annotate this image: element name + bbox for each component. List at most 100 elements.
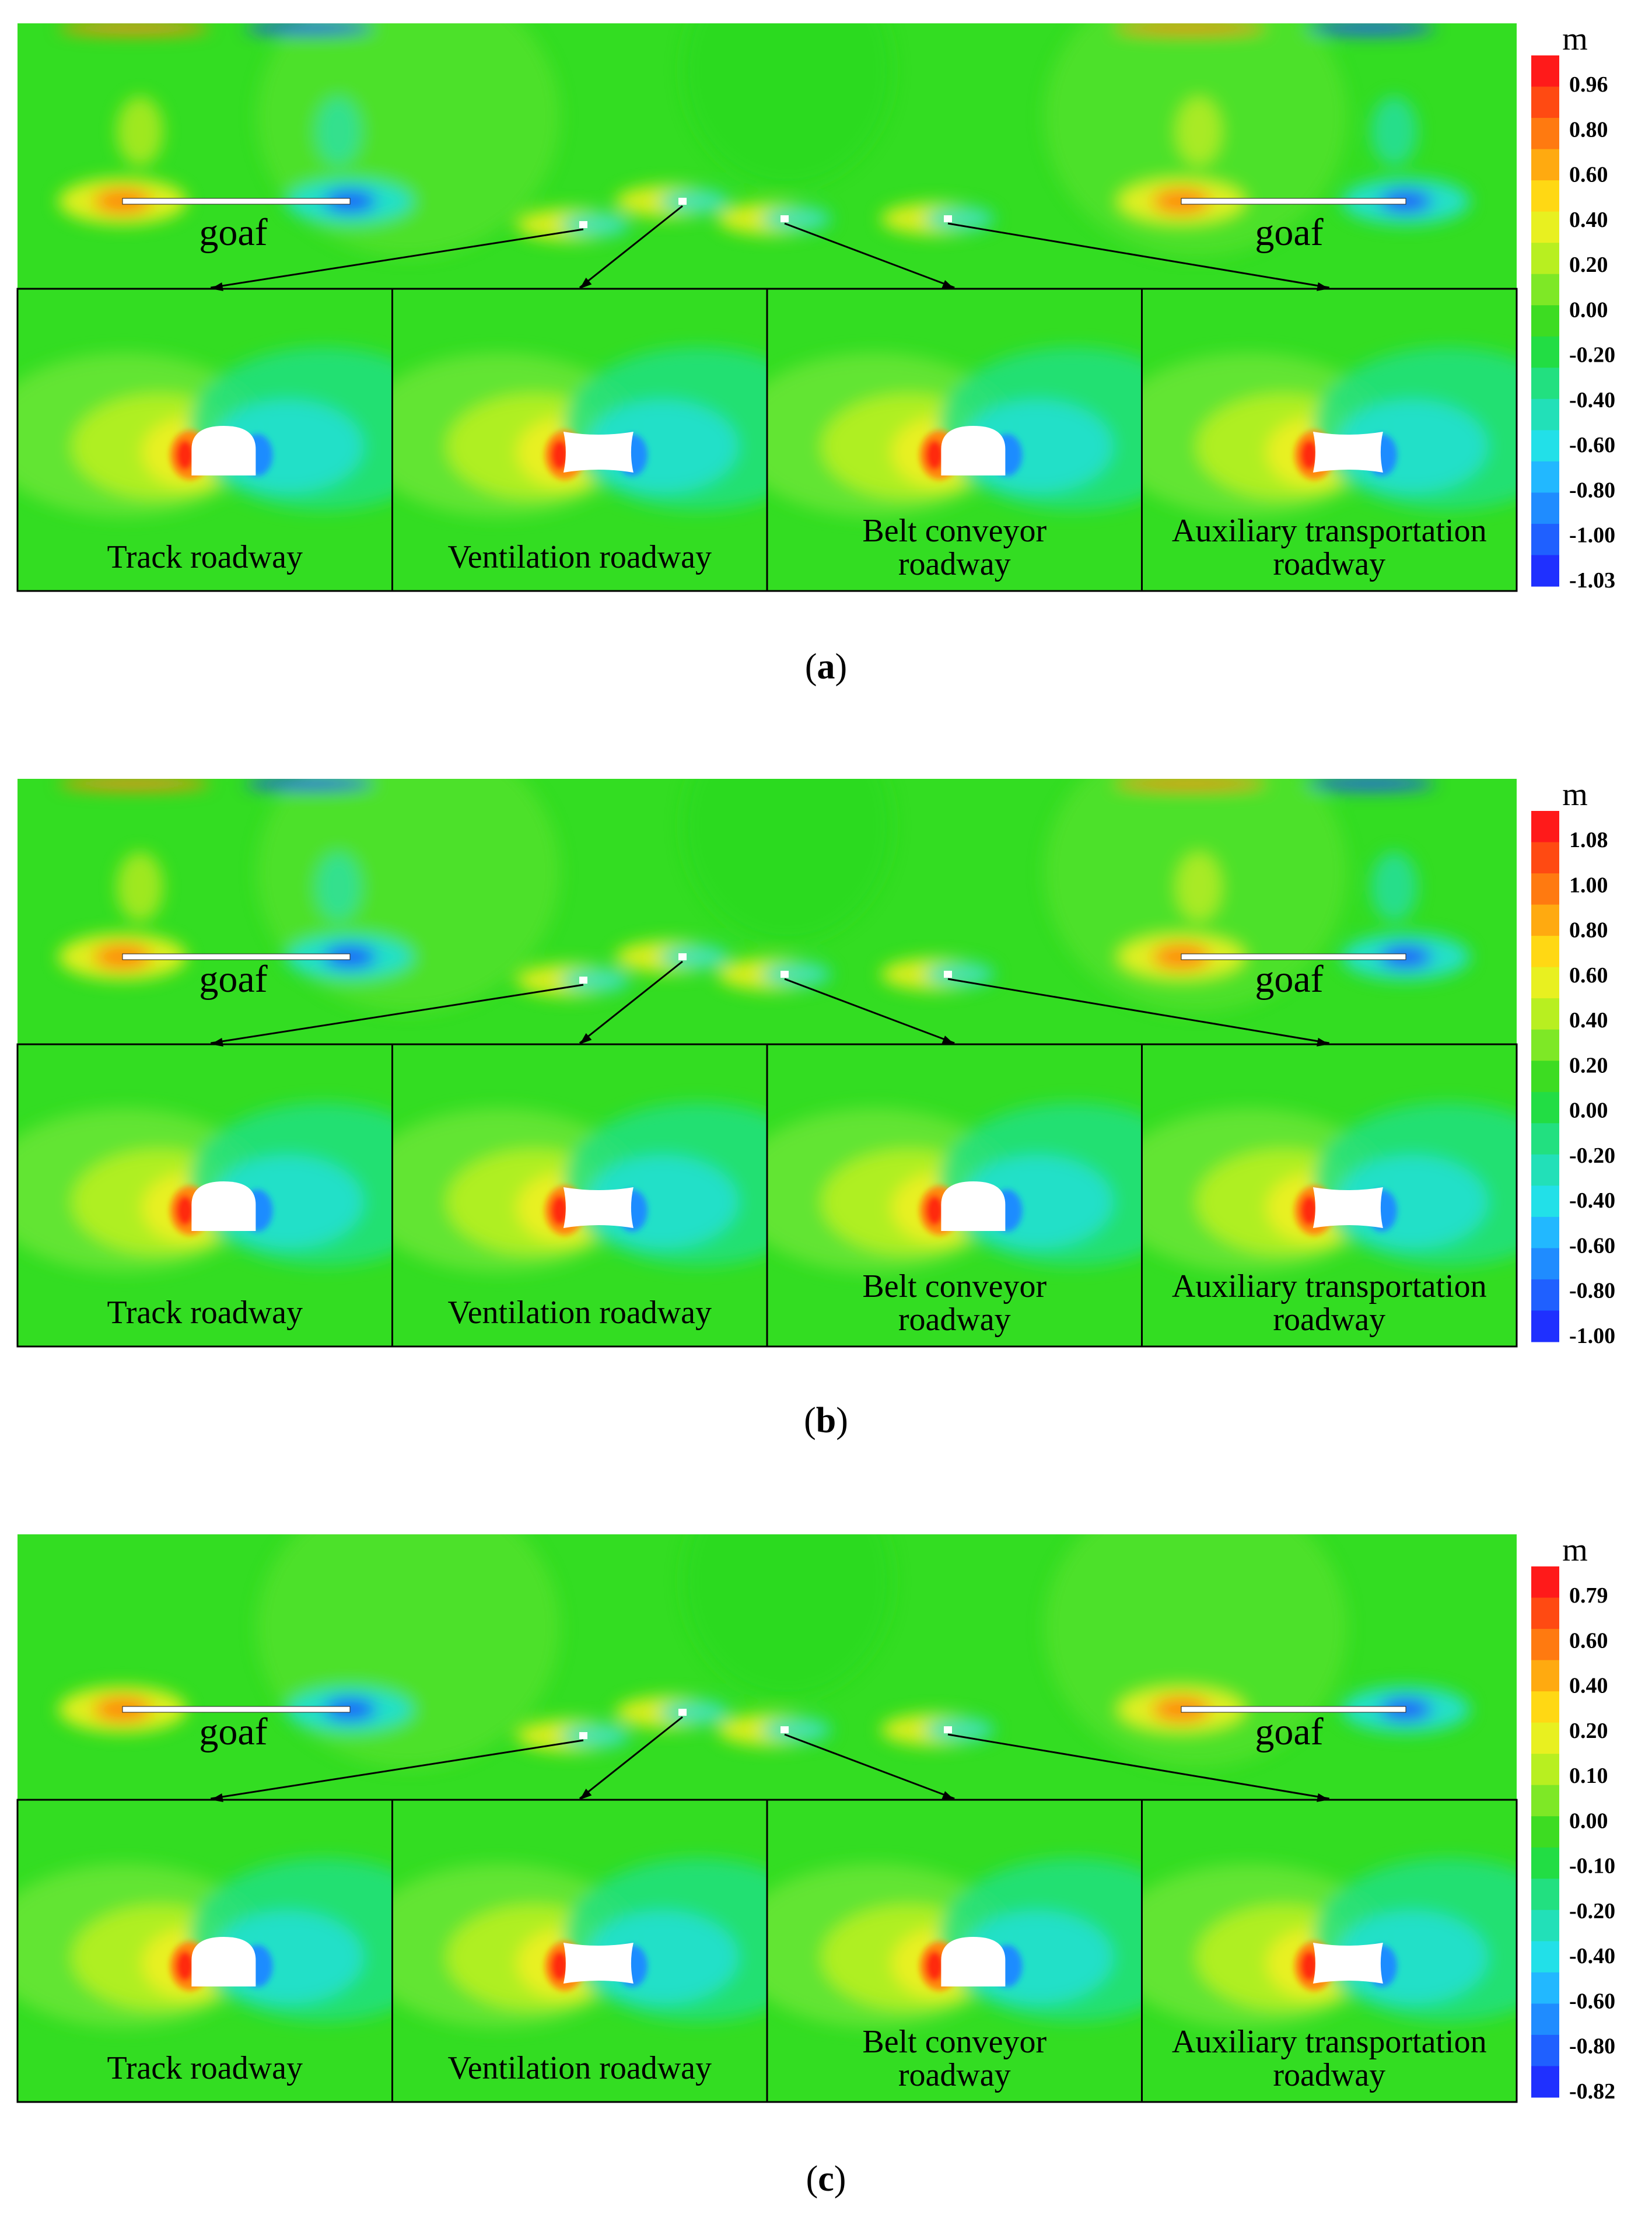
leader-arrow xyxy=(784,978,955,1044)
goaf-label: goaf xyxy=(199,211,267,254)
colorbar-band xyxy=(1531,336,1559,368)
goaf-label: goaf xyxy=(199,958,267,1001)
colorbar-band xyxy=(1531,55,1559,88)
colorbar-band xyxy=(1531,398,1559,431)
roadway-section xyxy=(941,1181,1006,1231)
arrow-head xyxy=(1317,282,1329,291)
panel-label: roadway xyxy=(1273,1302,1385,1338)
panel-label: Track roadway xyxy=(107,2050,303,2086)
contour-core xyxy=(1300,1195,1319,1226)
colorbar-band xyxy=(1531,1941,1559,1973)
roadway-section xyxy=(1312,1187,1383,1228)
roadway-contour xyxy=(761,1717,831,1743)
colorbar-tick-label: -0.60 xyxy=(1569,1233,1615,1258)
colorbar-tick-label: 0.40 xyxy=(1569,1008,1608,1033)
colorbar-band xyxy=(1531,1629,1559,1661)
colorbar-tick-label: -1.00 xyxy=(1569,1324,1615,1348)
colorbar-tick-label: 0.00 xyxy=(1569,298,1608,322)
roadway-section xyxy=(191,426,256,475)
contour-core xyxy=(550,1195,569,1226)
goaf-opening xyxy=(122,953,351,960)
contour-core xyxy=(925,440,944,470)
colorbar-tick-label: -0.60 xyxy=(1569,433,1615,457)
colorbar-band xyxy=(1531,873,1559,905)
colorbar-band xyxy=(1531,149,1559,181)
goaf-label: goaf xyxy=(1255,1711,1323,1753)
surface-contour xyxy=(1114,779,1266,791)
colorbar-band xyxy=(1531,243,1559,275)
colorbar-band xyxy=(1531,368,1559,400)
goaf-contour xyxy=(117,96,163,166)
colorbar-tick-label: -1.00 xyxy=(1569,523,1615,548)
colorbar-band xyxy=(1531,1154,1559,1186)
roadway-section xyxy=(941,1937,1006,1986)
surface-contour xyxy=(58,23,210,35)
colorbar-band xyxy=(1531,811,1559,843)
colorbar-band xyxy=(1531,211,1559,243)
contour-core xyxy=(550,1951,569,1981)
colorbar-tick-label: -0.80 xyxy=(1569,478,1615,502)
leader-arrow xyxy=(947,222,1329,289)
panel-contours xyxy=(1142,347,1517,516)
colorbar-band xyxy=(1531,180,1559,212)
panel-label: Ventilation roadway xyxy=(447,1295,712,1331)
colorbar-tick-label: -0.20 xyxy=(1569,343,1615,368)
arrow-head xyxy=(579,1033,592,1044)
arrow-head xyxy=(211,282,223,291)
roadway-section xyxy=(1312,1943,1383,1984)
leader-arrow xyxy=(211,1739,584,1800)
goaf-opening xyxy=(122,198,351,205)
arrow-head xyxy=(211,1038,223,1047)
colorbar: m 0.96 0.80 0.60 0.40 0.20 0.00 -0.20 -0.40 -0.60… xyxy=(1531,21,1615,593)
panel-label: roadway xyxy=(898,1302,1011,1338)
goaf-label: goaf xyxy=(1255,958,1323,1001)
colorbar-band xyxy=(1531,1216,1559,1248)
contour-core xyxy=(176,440,195,470)
roadway-section xyxy=(563,1943,634,1984)
panel-label: Belt conveyor xyxy=(862,2024,1046,2060)
leader-arrow xyxy=(579,1716,683,1800)
colorbar-band xyxy=(1531,274,1559,306)
colorbar-band xyxy=(1531,1972,1559,2004)
goaf-label: goaf xyxy=(1255,211,1323,254)
colorbar-band xyxy=(1531,904,1559,936)
goaf-contour xyxy=(1175,852,1222,922)
figure-caption-a: (a) xyxy=(804,647,848,687)
panel-contours xyxy=(18,347,393,516)
panel-label: roadway xyxy=(1273,2057,1385,2093)
colorbar-band xyxy=(1531,2066,1559,2098)
roadway-section xyxy=(191,1937,256,1986)
zoom-panel: Ventilation roadway xyxy=(391,1043,768,1348)
contour-figure-a: goaf goaf Track roadway Ventilation roadway… xyxy=(16,21,1615,593)
arrow-head xyxy=(579,1788,592,1800)
panel-label: Ventilation roadway xyxy=(447,2050,712,2086)
contour-core xyxy=(176,1951,195,1981)
colorbar-tick-label: 0.20 xyxy=(1569,1053,1608,1078)
colorbar-band xyxy=(1531,461,1559,493)
colorbar-band xyxy=(1531,842,1559,874)
colorbar-tick-label: -0.40 xyxy=(1569,1188,1615,1213)
colorbar: m 0.79 0.60 0.40 0.20 0.10 0.00 -0.10 -0.20 -0.40… xyxy=(1531,1532,1615,2104)
roadway-section xyxy=(191,1181,256,1231)
panel-label: roadway xyxy=(898,2057,1011,2093)
arrow-head xyxy=(211,1793,223,1802)
leader-arrow xyxy=(947,1733,1329,1800)
colorbar-band xyxy=(1531,430,1559,462)
panel-contours xyxy=(18,1858,393,2027)
model-overview-contours xyxy=(58,1534,1470,1768)
colorbar-band xyxy=(1531,2034,1559,2066)
goaf-contour xyxy=(1371,96,1418,166)
roadway-opening xyxy=(678,198,687,205)
panel-contours xyxy=(767,1858,1142,2027)
colorbar-band xyxy=(1531,1279,1559,1311)
roadway-opening xyxy=(678,1709,687,1716)
surface-contour xyxy=(1307,23,1435,35)
colorbar-band xyxy=(1531,967,1559,999)
panel-contours xyxy=(1142,1103,1517,1272)
arrow-head xyxy=(579,277,592,289)
colorbar-tick-label: 0.20 xyxy=(1569,253,1608,277)
panel-label: Belt conveyor xyxy=(862,513,1046,549)
colorbar-tick-label: -0.80 xyxy=(1569,1279,1615,1303)
